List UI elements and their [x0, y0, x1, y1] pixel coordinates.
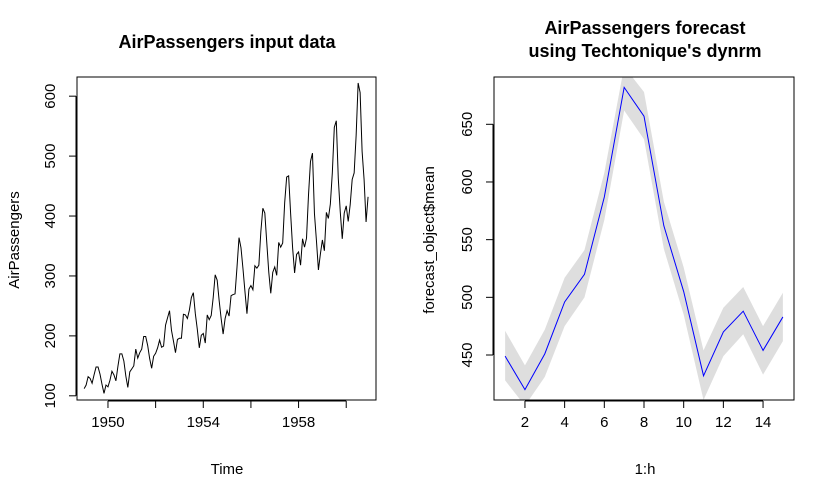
y-tick-label: 550	[459, 227, 476, 252]
x-tick-label: 1950	[91, 414, 124, 431]
y-tick-label: 100	[42, 383, 59, 408]
y-tick-label: 500	[42, 144, 59, 169]
y-tick-label: 450	[459, 342, 476, 367]
x-axis-label: Time	[211, 461, 244, 478]
x-axis-label: 1:h	[635, 461, 656, 478]
chart-title-line-1: AirPassengers forecast	[544, 18, 745, 38]
chart-title: AirPassengers input data	[118, 32, 336, 52]
y-tick-label: 400	[42, 204, 59, 229]
x-axis: 1950 1954 1958	[91, 400, 347, 431]
x-tick-label: 8	[640, 414, 648, 431]
y-axis-label: forecast_object$mean	[421, 166, 438, 314]
plot-frame	[76, 76, 377, 401]
x-tick-label: 1958	[282, 414, 315, 431]
series-line	[83, 82, 369, 394]
y-axis: 100 200 300 400 500 600	[42, 84, 77, 408]
x-axis: 2 4 6 8 10 12 14	[521, 400, 772, 431]
plot-area: 2 4 6 8 10 12 14 450 500 550 600 650	[459, 77, 784, 431]
y-tick-label: 600	[459, 169, 476, 194]
x-tick-label: 2	[521, 414, 529, 431]
plot-frame	[493, 76, 795, 401]
plot-area: 1950 1954 1958 100 200 300 400 500 600	[42, 82, 369, 431]
y-axis-label: AirPassengers	[6, 191, 23, 289]
prediction-interval-band	[505, 77, 783, 400]
forecast-mean-line	[504, 86, 784, 391]
y-axis: 450 500 550 600 650	[459, 112, 494, 368]
x-tick-label: 12	[715, 414, 732, 431]
y-tick-label: 300	[42, 263, 59, 288]
x-tick-label: 4	[560, 414, 568, 431]
chart-title-line-2: using Techtonique's dynrm	[529, 41, 762, 61]
y-tick-label: 200	[42, 323, 59, 348]
x-tick-label: 10	[675, 414, 692, 431]
x-tick-label: 6	[600, 414, 608, 431]
y-tick-label: 500	[459, 285, 476, 310]
panel-forecast: AirPassengers forecast using Techtonique…	[421, 18, 795, 478]
x-tick-label: 14	[755, 414, 772, 431]
y-tick-label: 650	[459, 112, 476, 137]
x-tick-label: 1954	[187, 414, 220, 431]
y-tick-label: 600	[42, 84, 59, 109]
panel-input-data: AirPassengers input data 1950 1954 1958 100…	[6, 32, 377, 478]
